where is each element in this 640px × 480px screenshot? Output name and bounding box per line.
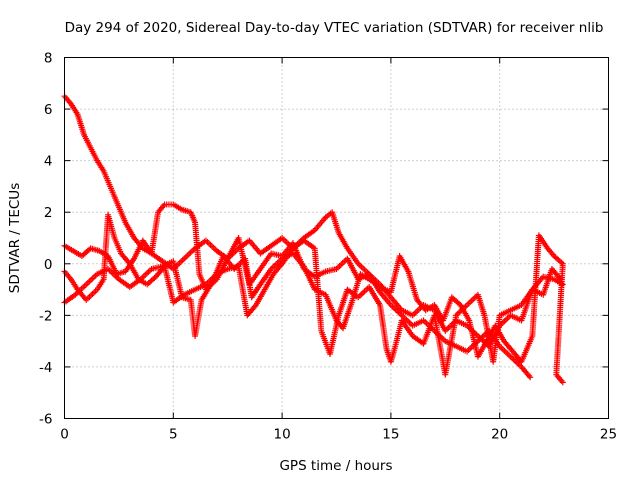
chart-title: Day 294 of 2020, Sidereal Day-to-day VTE… <box>65 20 604 36</box>
axis-ticks: 0 5 10 15 20 25 -6 -4 -2 0 2 4 6 8 <box>39 51 617 443</box>
y-tick-label: 0 <box>44 257 53 273</box>
y-tick-label: 4 <box>44 154 53 170</box>
x-tick-label: 15 <box>382 427 399 443</box>
y-tick-label: -4 <box>39 360 52 376</box>
x-axis-label: GPS time / hours <box>279 458 392 474</box>
x-tick-label: 10 <box>274 427 291 443</box>
y-tick-label: 2 <box>44 205 53 221</box>
data-point <box>559 281 566 288</box>
data-point <box>559 379 566 386</box>
grid <box>64 57 609 419</box>
x-tick-label: 0 <box>60 427 69 443</box>
x-tick-label: 20 <box>491 427 508 443</box>
plot-frame <box>64 57 609 419</box>
data-markers <box>61 93 566 386</box>
y-axis-label: SDTVAR / TECUs <box>7 183 23 293</box>
y-tick-label: -6 <box>39 412 52 428</box>
x-tick-label: 25 <box>600 427 617 443</box>
data-point <box>527 374 534 381</box>
x-tick-label: 5 <box>169 427 178 443</box>
series-track-1 <box>61 93 566 350</box>
y-tick-label: 6 <box>44 102 53 118</box>
series-track-3 <box>61 211 564 378</box>
y-tick-label: -2 <box>39 308 52 324</box>
series-track-2 <box>61 201 534 381</box>
series-track-4 <box>61 232 566 386</box>
y-tick-label: 8 <box>44 51 53 67</box>
